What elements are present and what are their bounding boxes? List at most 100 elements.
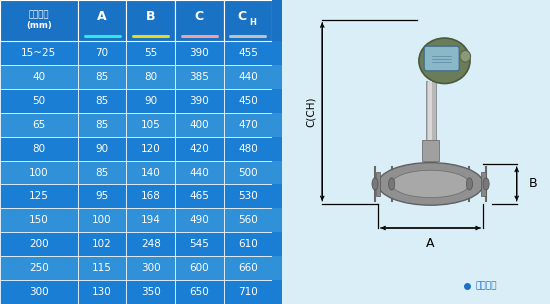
- Bar: [175, 208, 224, 232]
- Bar: [78, 280, 126, 304]
- FancyBboxPatch shape: [481, 172, 486, 196]
- Bar: [0, 41, 78, 65]
- Bar: [126, 208, 175, 232]
- Ellipse shape: [460, 50, 471, 62]
- Text: 85: 85: [96, 168, 109, 178]
- Bar: [78, 0, 126, 41]
- Bar: [78, 208, 126, 232]
- Ellipse shape: [466, 178, 472, 190]
- Bar: [224, 137, 272, 161]
- Bar: [78, 256, 126, 280]
- Ellipse shape: [483, 178, 489, 190]
- Text: 250: 250: [29, 263, 49, 273]
- Bar: [0, 280, 78, 304]
- Bar: [272, 41, 282, 65]
- Bar: [175, 161, 224, 185]
- Bar: [126, 65, 175, 89]
- Bar: [175, 65, 224, 89]
- Bar: [78, 65, 126, 89]
- Bar: [78, 137, 126, 161]
- Bar: [0, 137, 78, 161]
- Ellipse shape: [372, 178, 378, 190]
- Text: 85: 85: [96, 72, 109, 82]
- Text: 465: 465: [189, 192, 209, 202]
- Text: 90: 90: [144, 96, 157, 106]
- Text: 610: 610: [238, 239, 258, 249]
- Text: 450: 450: [238, 96, 258, 106]
- Bar: [126, 161, 175, 185]
- Text: 194: 194: [141, 215, 161, 225]
- Bar: [224, 41, 272, 65]
- Text: 115: 115: [92, 263, 112, 273]
- Bar: [175, 280, 224, 304]
- Text: 400: 400: [190, 120, 209, 130]
- Text: B: B: [529, 178, 538, 190]
- Bar: [0, 232, 78, 256]
- Ellipse shape: [389, 178, 395, 190]
- Bar: [272, 65, 282, 89]
- Text: 710: 710: [238, 287, 258, 297]
- Bar: [0, 0, 78, 41]
- Bar: [428, 81, 432, 140]
- Text: C(CH): C(CH): [306, 96, 316, 127]
- Bar: [78, 232, 126, 256]
- FancyBboxPatch shape: [376, 172, 380, 196]
- Bar: [126, 232, 175, 256]
- Bar: [175, 41, 224, 65]
- Bar: [0, 113, 78, 137]
- Bar: [78, 161, 126, 185]
- Text: 420: 420: [189, 143, 209, 154]
- Bar: [175, 89, 224, 113]
- Text: 130: 130: [92, 287, 112, 297]
- Bar: [272, 161, 282, 185]
- Text: 385: 385: [189, 72, 209, 82]
- Bar: [126, 0, 175, 41]
- Text: 85: 85: [96, 96, 109, 106]
- Bar: [126, 137, 175, 161]
- Text: 545: 545: [189, 239, 209, 249]
- Bar: [126, 89, 175, 113]
- Text: B: B: [146, 10, 156, 23]
- Bar: [224, 89, 272, 113]
- Bar: [272, 232, 282, 256]
- Text: 300: 300: [29, 287, 49, 297]
- Text: 530: 530: [238, 192, 258, 202]
- Bar: [0, 161, 78, 185]
- Text: 95: 95: [96, 192, 109, 202]
- Text: 仪表口径
(mm): 仪表口径 (mm): [26, 11, 52, 30]
- Text: 100: 100: [29, 168, 49, 178]
- Bar: [224, 256, 272, 280]
- Bar: [224, 232, 272, 256]
- Bar: [224, 65, 272, 89]
- Bar: [126, 280, 175, 304]
- Bar: [224, 280, 272, 304]
- Text: 660: 660: [238, 263, 258, 273]
- Bar: [78, 113, 126, 137]
- Bar: [422, 140, 439, 161]
- Text: A: A: [97, 10, 107, 23]
- Text: 常规仪表: 常规仪表: [475, 281, 497, 290]
- Bar: [175, 113, 224, 137]
- Bar: [426, 81, 436, 140]
- Text: 440: 440: [238, 72, 258, 82]
- Text: C: C: [238, 10, 246, 23]
- Bar: [78, 185, 126, 208]
- Ellipse shape: [392, 170, 470, 198]
- Bar: [0, 208, 78, 232]
- Bar: [0, 256, 78, 280]
- Text: 105: 105: [141, 120, 161, 130]
- Bar: [224, 0, 272, 41]
- Text: 85: 85: [96, 120, 109, 130]
- Bar: [0, 65, 78, 89]
- Bar: [175, 232, 224, 256]
- Bar: [272, 256, 282, 280]
- Text: H: H: [249, 18, 256, 27]
- Text: 40: 40: [32, 72, 46, 82]
- Bar: [272, 89, 282, 113]
- Text: 90: 90: [96, 143, 109, 154]
- Bar: [126, 113, 175, 137]
- Text: 500: 500: [238, 168, 258, 178]
- Text: 650: 650: [189, 287, 209, 297]
- Text: 150: 150: [29, 215, 49, 225]
- Ellipse shape: [378, 163, 483, 205]
